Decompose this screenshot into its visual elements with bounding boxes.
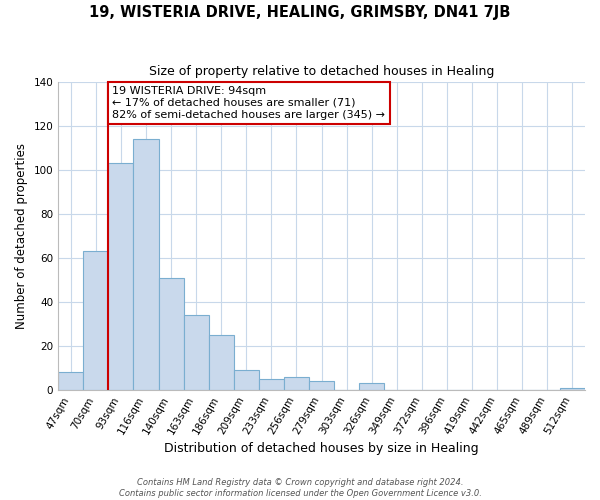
Bar bbox=[158, 278, 184, 390]
Bar bbox=[560, 388, 585, 390]
Bar bbox=[83, 252, 109, 390]
Bar bbox=[284, 377, 309, 390]
Bar bbox=[209, 335, 234, 390]
Bar bbox=[133, 139, 158, 390]
Bar bbox=[58, 372, 83, 390]
Bar bbox=[259, 379, 284, 390]
X-axis label: Distribution of detached houses by size in Healing: Distribution of detached houses by size … bbox=[164, 442, 479, 455]
Bar bbox=[109, 164, 133, 390]
Bar bbox=[309, 382, 334, 390]
Bar bbox=[359, 384, 385, 390]
Text: Contains HM Land Registry data © Crown copyright and database right 2024.
Contai: Contains HM Land Registry data © Crown c… bbox=[119, 478, 481, 498]
Title: Size of property relative to detached houses in Healing: Size of property relative to detached ho… bbox=[149, 65, 494, 78]
Text: 19, WISTERIA DRIVE, HEALING, GRIMSBY, DN41 7JB: 19, WISTERIA DRIVE, HEALING, GRIMSBY, DN… bbox=[89, 5, 511, 20]
Bar bbox=[184, 316, 209, 390]
Text: 19 WISTERIA DRIVE: 94sqm
← 17% of detached houses are smaller (71)
82% of semi-d: 19 WISTERIA DRIVE: 94sqm ← 17% of detach… bbox=[112, 86, 385, 120]
Y-axis label: Number of detached properties: Number of detached properties bbox=[15, 143, 28, 329]
Bar bbox=[234, 370, 259, 390]
